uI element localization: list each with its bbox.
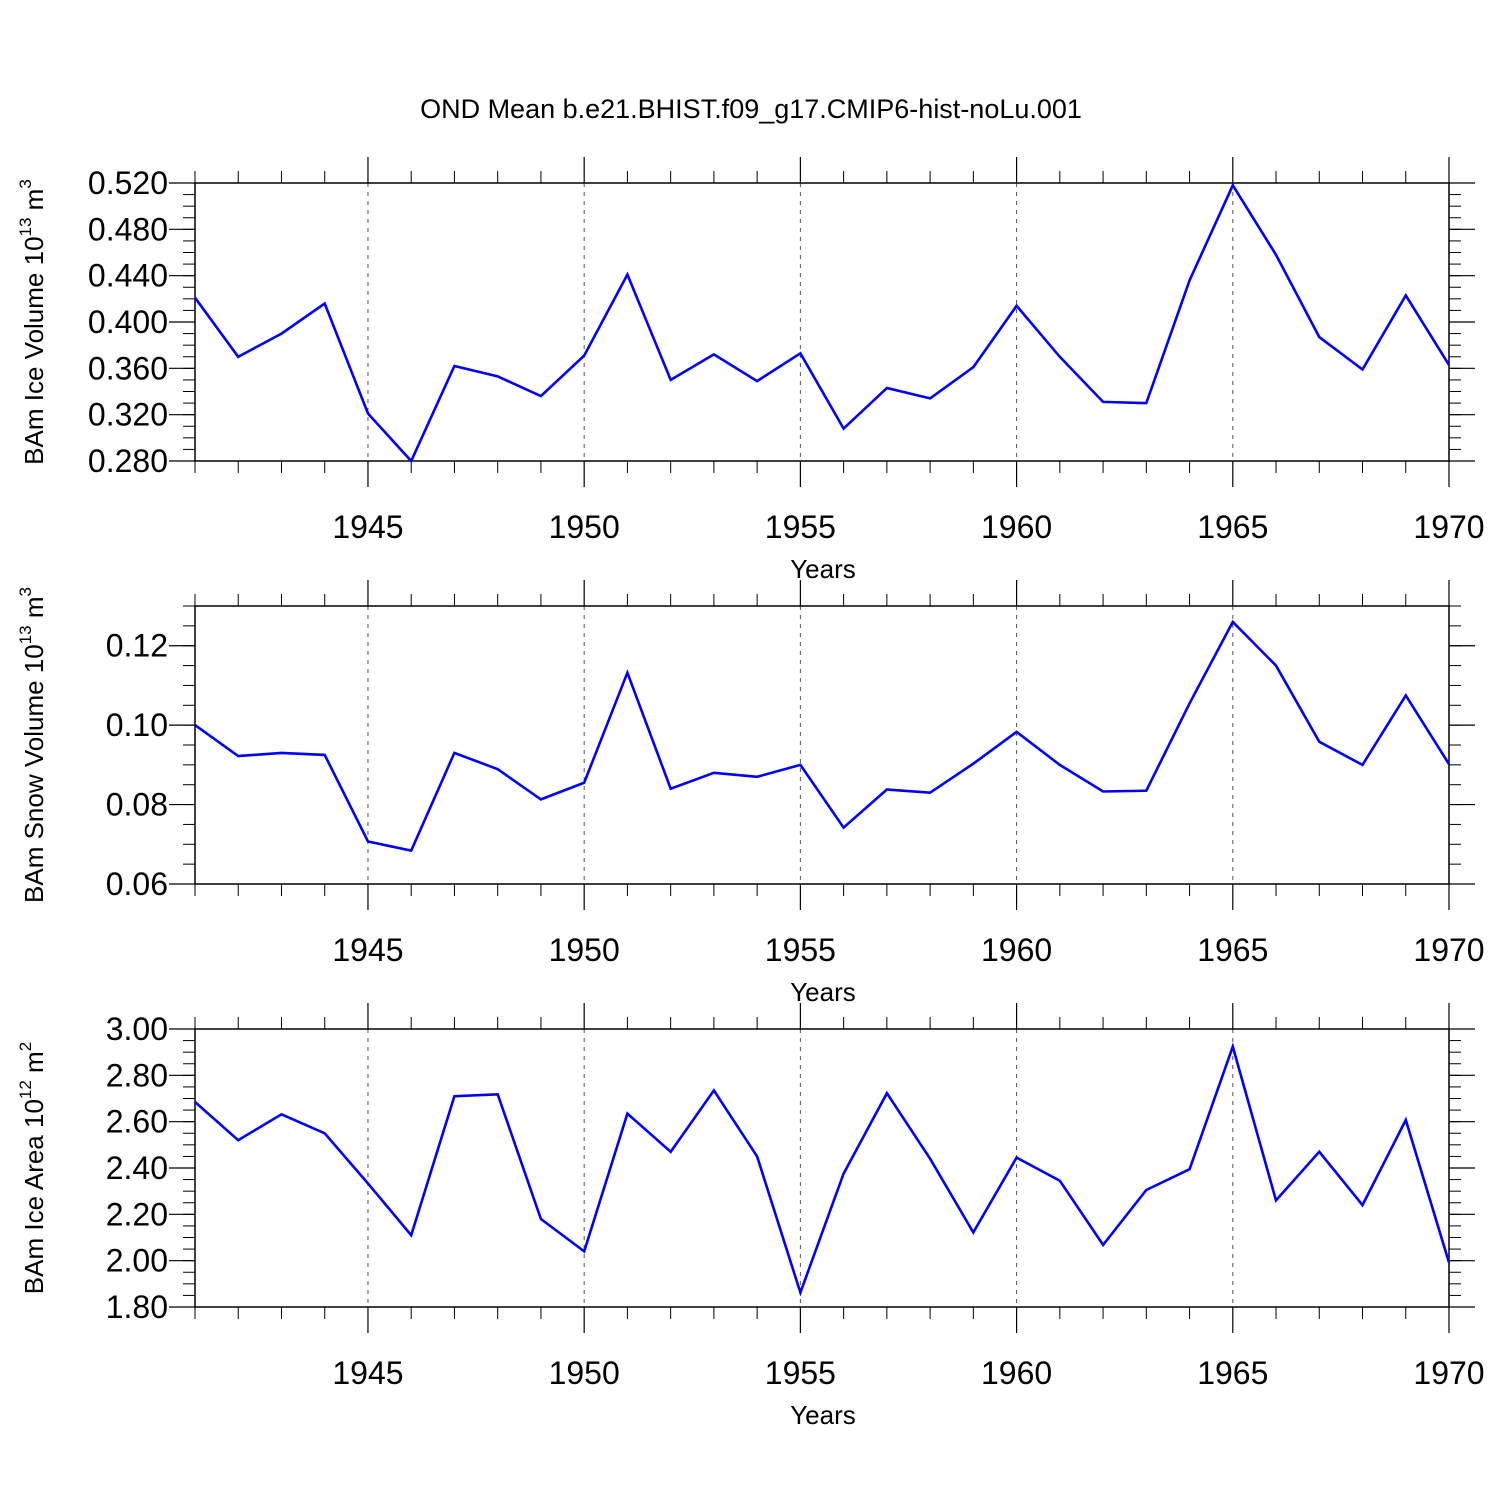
panel-snow-volume-frame [194,605,1450,885]
panel-ice-volume-y-label-unit-exp: 3 [16,179,35,188]
panel-snow-volume-y-label-main: BAm Snow Volume 10 [19,644,49,903]
panel-ice-area-y-label-unit: m [19,1051,49,1080]
panel-snow-volume-y-axis-label: BAm Snow Volume 1013 m3 [16,587,49,903]
panel-ice-volume-y-tick-label: 0.440 [88,258,168,294]
panel-ice-area-frame [194,1028,1450,1308]
panel-ice-volume-x-axis-label: Years [790,554,856,584]
panel-ice-volume-x-tick-label: 1965 [1197,509,1268,545]
panel-ice-area-x-tick-label: 1955 [765,1355,836,1391]
panel-ice-area-y-tick-label: 2.60 [106,1104,168,1140]
panel-snow-volume-x-tick-label: 1955 [765,932,836,968]
panel-ice-volume-x-tick-label: 1945 [332,509,403,545]
panel-ice-area-series-line [194,1042,1451,1297]
panel-snow-volume-x-tick-label: 1970 [1413,932,1484,968]
panel-ice-volume-x-tick-label: 1950 [549,509,620,545]
panel-ice-volume-x-tick-label: 1955 [765,509,836,545]
panel-ice-volume-y-tick-label: 0.320 [88,397,168,433]
panel-snow-volume-y-tick-label: 0.12 [106,628,168,664]
panel-ice-area-y-tick-label: 2.80 [106,1057,168,1093]
panel-snow-volume-x-tick-label: 1960 [981,932,1052,968]
panel-ice-area-x-tick-label: 1950 [549,1355,620,1391]
panel-ice-volume-y-tick-label: 0.520 [88,165,168,201]
panel-ice-area-x-tick-label: 1965 [1197,1355,1268,1391]
panel-snow-volume-y-tick-label: 0.06 [106,866,168,902]
panel-ice-area-y-tick-label: 2.00 [106,1243,168,1279]
panel-ice-volume-y-tick-label: 0.280 [88,443,168,479]
panel-snow-volume-x-tick-label: 1945 [332,932,403,968]
panel-snow-volume-series-line [194,619,1451,853]
panel-ice-area-x-tick-label: 1960 [981,1355,1052,1391]
panel-ice-volume-y-axis-label: BAm Ice Volume 1013 m3 [16,179,49,465]
panel-ice-volume-y-label-exp: 13 [16,218,35,237]
panel-ice-volume-y-label-unit: m [19,189,49,218]
panel-ice-volume-x-tick-label: 1960 [981,509,1052,545]
panel-ice-volume: 0.280 0.320 0.360 0.400 0.440 0.480 0.520 1945 1… [16,157,1485,584]
panel-snow-volume-y-tick-label: 0.10 [106,707,168,743]
panel-ice-volume-y-tick-label: 0.360 [88,350,168,386]
panel-ice-volume-x-tick-label: 1970 [1413,509,1484,545]
panel-ice-area-y-axis-label: BAm Ice Area 1012 m2 [16,1042,49,1294]
panel-ice-area: 1.80 2.00 2.20 2.40 2.60 2.80 3.00 1945 1950 1955… [16,1003,1485,1430]
panel-ice-area-y-tick-label: 1.80 [106,1289,168,1325]
panel-snow-volume-y-label-unit: m [19,596,49,625]
panel-snow-volume-x-tick-label: 1950 [549,932,620,968]
panel-ice-area-x-axis-label: Years [790,1400,856,1430]
panel-snow-volume-x-axis-label: Years [790,977,856,1007]
panel-ice-volume-series-line [193,182,1451,464]
panel-ice-volume-y-tick-label: 0.400 [88,304,168,340]
panel-ice-area-y-label-main: BAm Ice Area 10 [19,1099,49,1294]
panel-snow-volume-y-label-unit-exp: 3 [16,587,35,596]
panel-ice-area-y-label-exp: 12 [16,1080,35,1099]
panel-snow-volume-y-label-exp: 13 [16,625,35,644]
panel-ice-area-y-tick-label: 2.20 [106,1196,168,1232]
panel-ice-area-y-tick-label: 3.00 [106,1011,168,1047]
panel-ice-area-y-label-unit-exp: 2 [16,1042,35,1051]
panel-ice-area-x-tick-label: 1945 [332,1355,403,1391]
panel-snow-volume-x-tick-label: 1965 [1197,932,1268,968]
panel-ice-volume-y-label-main: BAm Ice Volume 10 [19,236,49,464]
figure-title: OND Mean b.e21.BHIST.f09_g17.CMIP6-hist-… [420,94,1082,124]
panel-ice-area-y-tick-label: 2.40 [106,1150,168,1186]
panel-snow-volume: 0.06 0.08 0.10 0.12 1945 1950 1955 1960 1965 1970… [16,580,1485,1007]
panel-ice-volume-frame [194,182,1450,462]
panel-ice-volume-y-tick-label: 0.480 [88,211,168,247]
panel-snow-volume-y-tick-label: 0.08 [106,787,168,823]
panel-ice-area-x-tick-label: 1970 [1413,1355,1484,1391]
